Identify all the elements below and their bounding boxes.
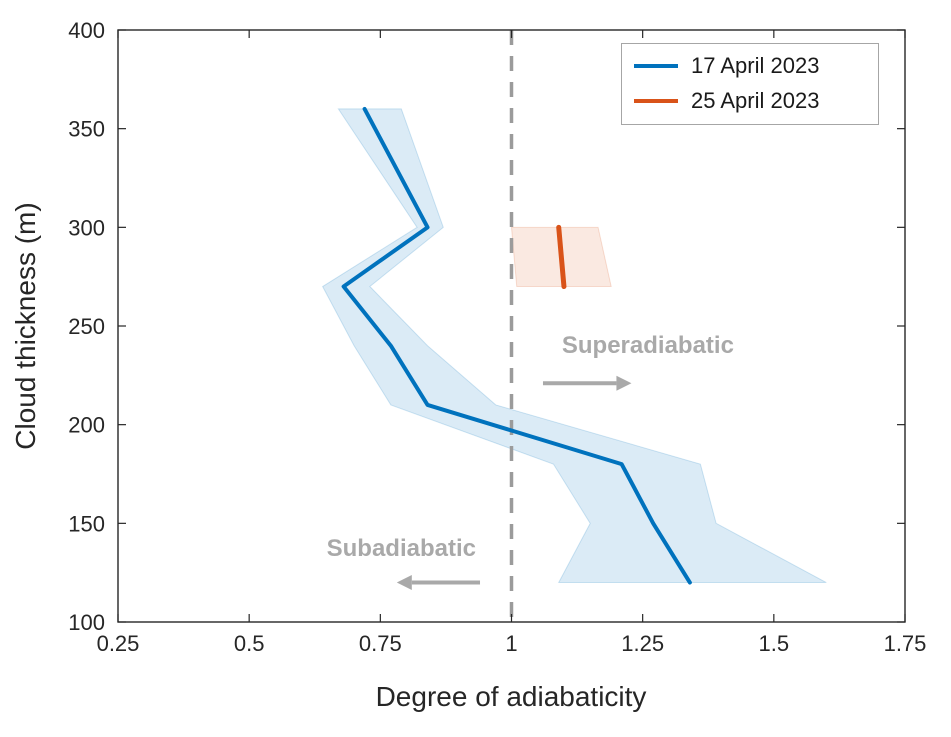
x-tick-label: 1.25 bbox=[621, 631, 664, 656]
y-tick-label: 150 bbox=[68, 511, 105, 536]
x-tick-label: 1 bbox=[505, 631, 517, 656]
annotation-superadiabatic: Superadiabatic bbox=[561, 331, 734, 359]
legend-line-sample-blue bbox=[634, 64, 678, 68]
series-line-1 bbox=[556, 224, 567, 290]
uncertainty-band-series-0 bbox=[321, 108, 827, 584]
series-line-0 bbox=[341, 106, 692, 585]
y-tick-label: 200 bbox=[68, 413, 105, 438]
legend-line-sample-orange bbox=[634, 99, 678, 103]
right-arrow-head-icon bbox=[616, 375, 632, 391]
y-tick-label: 400 bbox=[68, 18, 105, 43]
legend-label: 17 April 2023 bbox=[691, 53, 820, 78]
y-tick-label: 100 bbox=[68, 610, 105, 635]
annotation-subadiabatic: Subadiabatic bbox=[326, 534, 476, 562]
legend-entry-25-april: 25 April 2023 bbox=[634, 88, 864, 114]
y-tick-label: 350 bbox=[68, 117, 105, 142]
x-tick-label: 0.25 bbox=[97, 631, 140, 656]
y-axis-label: Cloud thickness (m) bbox=[10, 202, 41, 450]
legend-entry-17-april: 17 April 2023 bbox=[634, 53, 864, 79]
x-tick-label: 0.5 bbox=[234, 631, 265, 656]
x-tick-label: 1.5 bbox=[759, 631, 790, 656]
y-tick-label: 300 bbox=[68, 215, 105, 240]
legend: 17 April 2023 25 April 2023 bbox=[621, 43, 879, 125]
x-axis-label: Degree of adiabaticity bbox=[375, 681, 647, 712]
y-tick-label: 250 bbox=[68, 314, 105, 339]
left-arrow-head-icon bbox=[396, 575, 412, 591]
x-tick-label: 0.75 bbox=[359, 631, 402, 656]
legend-label: 25 April 2023 bbox=[691, 88, 820, 113]
x-tick-label: 1.75 bbox=[884, 631, 927, 656]
